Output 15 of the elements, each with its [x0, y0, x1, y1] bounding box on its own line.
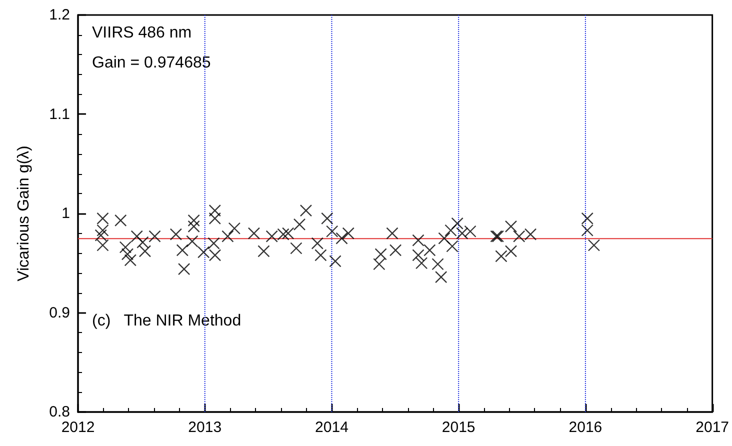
x-tick-label: 2015	[442, 419, 476, 436]
y-tick-label: 1.2	[49, 6, 70, 24]
y-tick-label: 1.1	[49, 106, 70, 123]
x-tick-label: 2013	[188, 419, 222, 436]
x-tick-label: 2017	[696, 419, 730, 436]
x-tick-label: 2016	[568, 419, 602, 436]
annotation: (c) The NIR Method	[92, 312, 242, 330]
y-tick-label: 1	[62, 205, 70, 222]
y-tick-label: 0.9	[49, 304, 70, 322]
y-axis-title: Vicarious Gain g(λ)	[16, 146, 32, 282]
annotation: Gain = 0.974685	[92, 54, 211, 72]
y-tick-label: 0.8	[49, 404, 70, 420]
annotation: VIIRS 486 nm	[92, 24, 192, 42]
x-tick-label: 2012	[61, 419, 95, 436]
x-tick-label: 2014	[315, 419, 348, 436]
